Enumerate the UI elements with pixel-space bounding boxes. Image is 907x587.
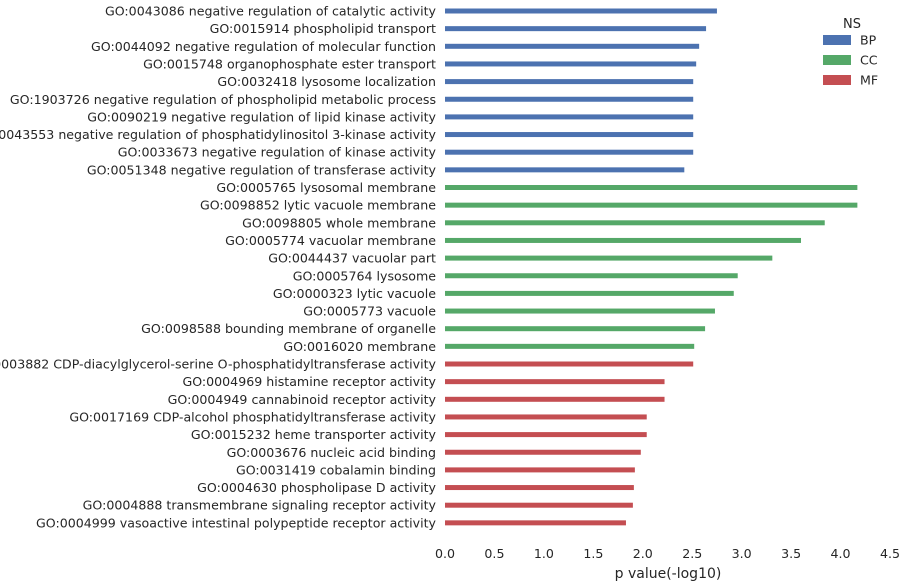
bar-bp bbox=[445, 26, 707, 32]
category-label: GO:0098852 lytic vacuole membrane bbox=[200, 198, 436, 213]
category-label: GO:0004999 vasoactive intestinal polypep… bbox=[36, 515, 437, 530]
category-label: GO:0005774 vacuolar membrane bbox=[225, 233, 436, 248]
bar-cc bbox=[445, 185, 858, 190]
bar-cc bbox=[445, 290, 734, 296]
bar-mf bbox=[445, 467, 635, 473]
x-axis-label: p value(-log10) bbox=[615, 566, 722, 582]
bar-bp bbox=[445, 114, 694, 120]
category-label: GO:0098805 whole membrane bbox=[242, 215, 436, 230]
bar-cc bbox=[445, 343, 695, 349]
category-label: GO:0032418 lysosome localization bbox=[217, 74, 436, 89]
category-label: GO:0031419 cobalamin binding bbox=[236, 462, 436, 477]
bars-group bbox=[445, 8, 858, 526]
bar-bp bbox=[445, 61, 697, 67]
bar-bp bbox=[445, 96, 694, 102]
category-label: GO:0003676 nucleic acid binding bbox=[227, 445, 436, 460]
category-label: GO:0015748 organophosphate ester transpo… bbox=[143, 56, 436, 71]
category-label: GO:0000323 lytic vacuole bbox=[273, 286, 436, 301]
legend: NS BP CC MF bbox=[823, 17, 878, 88]
bar-mf bbox=[445, 502, 633, 508]
legend-label-mf: MF bbox=[860, 73, 878, 88]
category-label: GO:0004949 cannabinoid receptor activity bbox=[168, 392, 437, 407]
category-label: GO:0004888 transmembrane signaling recep… bbox=[83, 498, 437, 513]
x-tick-label: 2.5 bbox=[682, 546, 702, 561]
legend-swatch-bp bbox=[823, 35, 851, 45]
bar-mf bbox=[445, 414, 647, 420]
category-label: GO:0016020 membrane bbox=[283, 339, 436, 354]
bar-cc bbox=[445, 202, 858, 208]
bar-mf bbox=[445, 432, 647, 438]
x-tick-label: 2.0 bbox=[633, 546, 653, 561]
category-label: GO:0005773 vacuole bbox=[303, 304, 436, 319]
legend-label-bp: BP bbox=[860, 33, 877, 48]
legend-swatch-cc bbox=[823, 55, 851, 65]
x-tick-labels-group: 0.0 0.5 1.0 1.5 2.0 2.5 3.0 3.5 4.0 4.5 bbox=[435, 546, 900, 561]
x-tick-label: 1.5 bbox=[583, 546, 603, 561]
bar-bp bbox=[445, 132, 694, 138]
category-label: GO:0004969 histamine receptor activity bbox=[182, 374, 436, 389]
bar-bp bbox=[445, 8, 717, 14]
category-label: GO:0098588 bounding membrane of organell… bbox=[141, 321, 436, 336]
x-tick-label: 3.0 bbox=[732, 546, 752, 561]
category-label: GO:0043553 negative regulation of phosph… bbox=[0, 127, 437, 142]
bar-mf bbox=[445, 449, 641, 455]
bar-cc bbox=[445, 255, 773, 261]
category-label: GO:0004630 phospholipase D activity bbox=[197, 480, 436, 495]
category-label: GO:0015232 heme transporter activity bbox=[191, 427, 437, 442]
bar-bp bbox=[445, 79, 694, 85]
bar-cc bbox=[445, 220, 825, 226]
category-label: GO:0015914 phospholipid transport bbox=[210, 21, 436, 36]
category-label: GO:0090219 negative regulation of lipid … bbox=[87, 109, 436, 124]
bar-cc bbox=[445, 237, 801, 243]
bar-cc bbox=[445, 308, 715, 314]
bar-mf bbox=[445, 520, 626, 526]
legend-label-cc: CC bbox=[860, 53, 878, 68]
bar-cc bbox=[445, 326, 706, 332]
x-tick-label: 0.5 bbox=[484, 546, 504, 561]
category-label: GO:0044092 negative regulation of molecu… bbox=[91, 39, 436, 54]
category-label: GO:0043086 negative regulation of cataly… bbox=[105, 4, 437, 19]
category-label: GO:0005765 lysosomal membrane bbox=[216, 180, 436, 195]
x-tick-label: 3.5 bbox=[781, 546, 801, 561]
category-label: GO:0005764 lysosome bbox=[293, 268, 437, 283]
bar-cc bbox=[445, 273, 738, 279]
category-label: GO:0003882 CDP-diacylglycerol-serine O-p… bbox=[0, 357, 437, 372]
x-tick-label: 0.0 bbox=[435, 546, 455, 561]
x-tick-label: 4.5 bbox=[880, 546, 900, 561]
category-label: GO:0051348 negative regulation of transf… bbox=[87, 162, 437, 177]
bar-mf bbox=[445, 396, 665, 402]
bar-mf bbox=[445, 361, 694, 367]
bar-mf bbox=[445, 379, 665, 385]
category-label: GO:1903726 negative regulation of phosph… bbox=[10, 92, 436, 107]
bar-bp bbox=[445, 149, 694, 155]
bar-bp bbox=[445, 43, 700, 49]
category-labels-group: GO:0043086 negative regulation of cataly… bbox=[0, 4, 437, 531]
x-tick-label: 1.0 bbox=[534, 546, 554, 561]
legend-title: NS bbox=[843, 17, 861, 32]
bar-mf bbox=[445, 485, 634, 491]
legend-swatch-mf bbox=[823, 75, 851, 85]
category-label: GO:0017169 CDP-alcohol phosphatidyltrans… bbox=[69, 409, 436, 424]
category-label: GO:0044437 vacuolar part bbox=[268, 251, 436, 266]
bar-bp bbox=[445, 167, 685, 173]
x-tick-label: 4.0 bbox=[831, 546, 851, 561]
category-label: GO:0033673 negative regulation of kinase… bbox=[118, 145, 437, 160]
